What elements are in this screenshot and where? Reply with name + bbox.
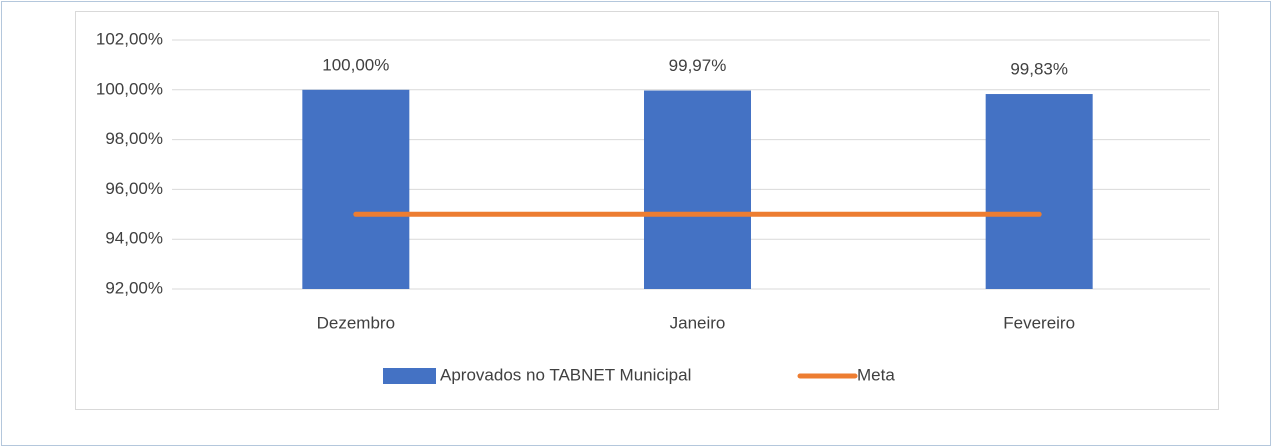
y-tick-label: 96,00% [105, 179, 163, 198]
data-label: 99,97% [669, 56, 727, 75]
y-tick-label: 94,00% [105, 229, 163, 248]
bar [985, 94, 1093, 290]
x-tick-label: Janeiro [670, 313, 726, 332]
legend-label: Aprovados no TABNET Municipal [440, 365, 691, 384]
legend-label: Meta [857, 365, 895, 384]
bar [302, 89, 410, 289]
legend-swatch [383, 368, 436, 384]
data-label: 99,83% [1010, 60, 1068, 79]
y-tick-label: 98,00% [105, 129, 163, 148]
x-tick-label: Fevereiro [1003, 313, 1075, 332]
data-label: 100,00% [322, 55, 389, 74]
bar [644, 90, 751, 289]
y-tick-label: 92,00% [105, 278, 163, 297]
y-tick-label: 100,00% [96, 79, 163, 98]
x-tick-label: Dezembro [317, 313, 395, 332]
y-tick-label: 102,00% [96, 29, 163, 48]
